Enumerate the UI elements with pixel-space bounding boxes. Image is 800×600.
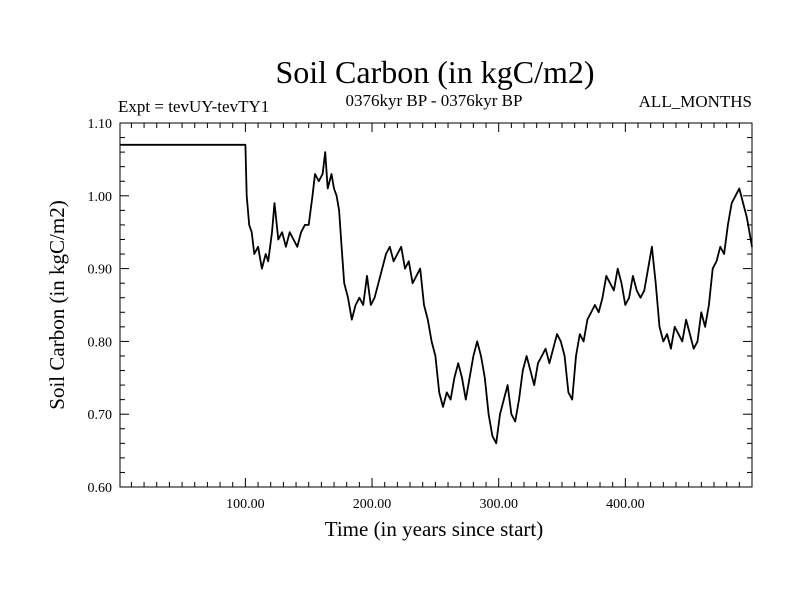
months-label: ALL_MONTHS [639,92,752,111]
series-line [120,143,753,445]
experiment-label: Expt = tevUY-tevTY1 [118,97,269,116]
y-tick-label: 0.60 [88,481,113,496]
x-tick-label: 200.00 [353,497,392,512]
y-axis-label: Soil Carbon (in kgC/m2) [45,200,69,409]
x-tick-label: 300.00 [479,497,518,512]
y-axis: 0.60 0.70 0.80 0.90 1.00 1.10 [88,117,752,496]
x-axis-label: Time (in years since start) [325,517,544,541]
y-tick-label: 1.10 [88,117,113,132]
y-tick-label: 0.70 [88,408,113,423]
x-axis: 100.00 200.00 300.00 400.00 [130,123,740,512]
plot-area: 100.00 200.00 300.00 400.00 0.60 0.70 0.80 0.9… [88,117,753,512]
plot-frame [119,122,753,488]
time-range-label: 0376kyr BP - 0376kyr BP [346,91,523,110]
x-tick-label: 100.00 [226,497,265,512]
x-tick-label: 400.00 [606,497,645,512]
y-tick-label: 0.90 [88,263,113,278]
y-tick-label: 0.80 [88,335,113,350]
y-tick-label: 1.00 [88,190,113,205]
chart-title: Soil Carbon (in kgC/m2) [275,54,594,90]
